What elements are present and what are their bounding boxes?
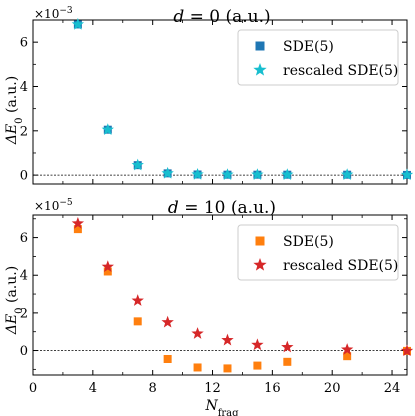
- bottom-panel-title: d = 10 (a.u.): [168, 198, 276, 218]
- data-point-star: [101, 260, 114, 273]
- data-point-star: [400, 344, 414, 357]
- x-tick-label: 24: [384, 381, 401, 396]
- legend-marker-star: [253, 258, 267, 271]
- data-point-square: [253, 361, 262, 370]
- data-point-star: [221, 333, 234, 346]
- x-tick-label: 8: [149, 381, 157, 396]
- data-point-star: [400, 168, 414, 181]
- x-tick-label: 4: [89, 381, 97, 396]
- legend-label: rescaled SDE(5): [283, 63, 398, 79]
- data-point-star: [131, 158, 144, 171]
- legend-box: [237, 29, 399, 86]
- data-point-star: [251, 168, 264, 180]
- legend-label: rescaled SDE(5): [283, 258, 398, 274]
- data-point-star: [101, 123, 114, 135]
- legend-label: SDE(5): [283, 39, 334, 55]
- legend-box: [237, 224, 399, 281]
- data-point-square: [283, 357, 292, 366]
- series-1: [71, 17, 414, 181]
- legend-marker-square: [255, 41, 265, 51]
- data-point-square: [133, 317, 142, 326]
- top-panel-scale-label: ×10−3: [34, 6, 73, 21]
- data-point-star: [281, 168, 294, 180]
- y-tick-label: 4: [20, 269, 28, 284]
- y-tick-label: 6: [20, 231, 28, 246]
- legend-marker-star: [253, 63, 267, 76]
- x-tick-label: 16: [264, 381, 281, 396]
- data-point-star: [340, 343, 354, 355]
- data-point-star: [161, 315, 174, 328]
- data-point-square: [193, 363, 202, 372]
- x-tick-label: 12: [204, 381, 221, 396]
- y-tick-label: 2: [20, 306, 28, 321]
- data-point-star: [71, 216, 85, 229]
- legend-marker-square: [255, 236, 265, 246]
- data-point-star: [340, 168, 354, 180]
- top-data-marks: [71, 17, 414, 181]
- data-point-star: [71, 17, 85, 30]
- y-tick-label: 4: [20, 80, 28, 95]
- top-panel-title: d = 0 (a.u.): [173, 7, 270, 27]
- axes-frame: [32, 214, 408, 376]
- data-point-star: [191, 327, 204, 339]
- axes-frame: [32, 19, 408, 185]
- data-point-star: [221, 168, 234, 180]
- top-panel: d = 0 (a.u.) ×10−3 0 2 4 6 ΔE0 (a.u.) SDE(5…: [4, 6, 414, 185]
- data-point-star: [161, 166, 174, 179]
- x-axis-label: Nfrag: [204, 398, 239, 416]
- series-1: [71, 216, 414, 357]
- y-tick-label: 0: [20, 169, 28, 184]
- legend-label: SDE(5): [283, 234, 334, 250]
- data-point-square: [343, 352, 352, 361]
- data-point-star: [281, 340, 294, 353]
- data-point-star: [251, 338, 264, 351]
- data-point-square: [73, 225, 82, 234]
- x-tick-label: 0: [29, 381, 37, 396]
- y-tick-label: 6: [20, 36, 28, 51]
- y-tick-label: 0: [20, 344, 28, 359]
- top-legend: SDE(5) rescaled SDE(5): [237, 29, 399, 86]
- data-point-star: [131, 294, 144, 306]
- y-tick-label: 2: [20, 124, 28, 139]
- bottom-legend: SDE(5) rescaled SDE(5): [237, 224, 399, 281]
- bottom-panel-scale-label: ×10−5: [34, 198, 73, 213]
- data-point-square: [223, 364, 232, 373]
- bottom-y-axis-label: ΔE0 (a.u.): [4, 266, 25, 335]
- bottom-data-marks: [71, 216, 414, 373]
- data-point-square: [103, 267, 112, 276]
- data-point-star: [191, 167, 204, 180]
- top-y-axis-label: ΔE0 (a.u.): [4, 76, 25, 145]
- x-tick-label: 20: [324, 381, 341, 396]
- data-point-square: [163, 355, 172, 363]
